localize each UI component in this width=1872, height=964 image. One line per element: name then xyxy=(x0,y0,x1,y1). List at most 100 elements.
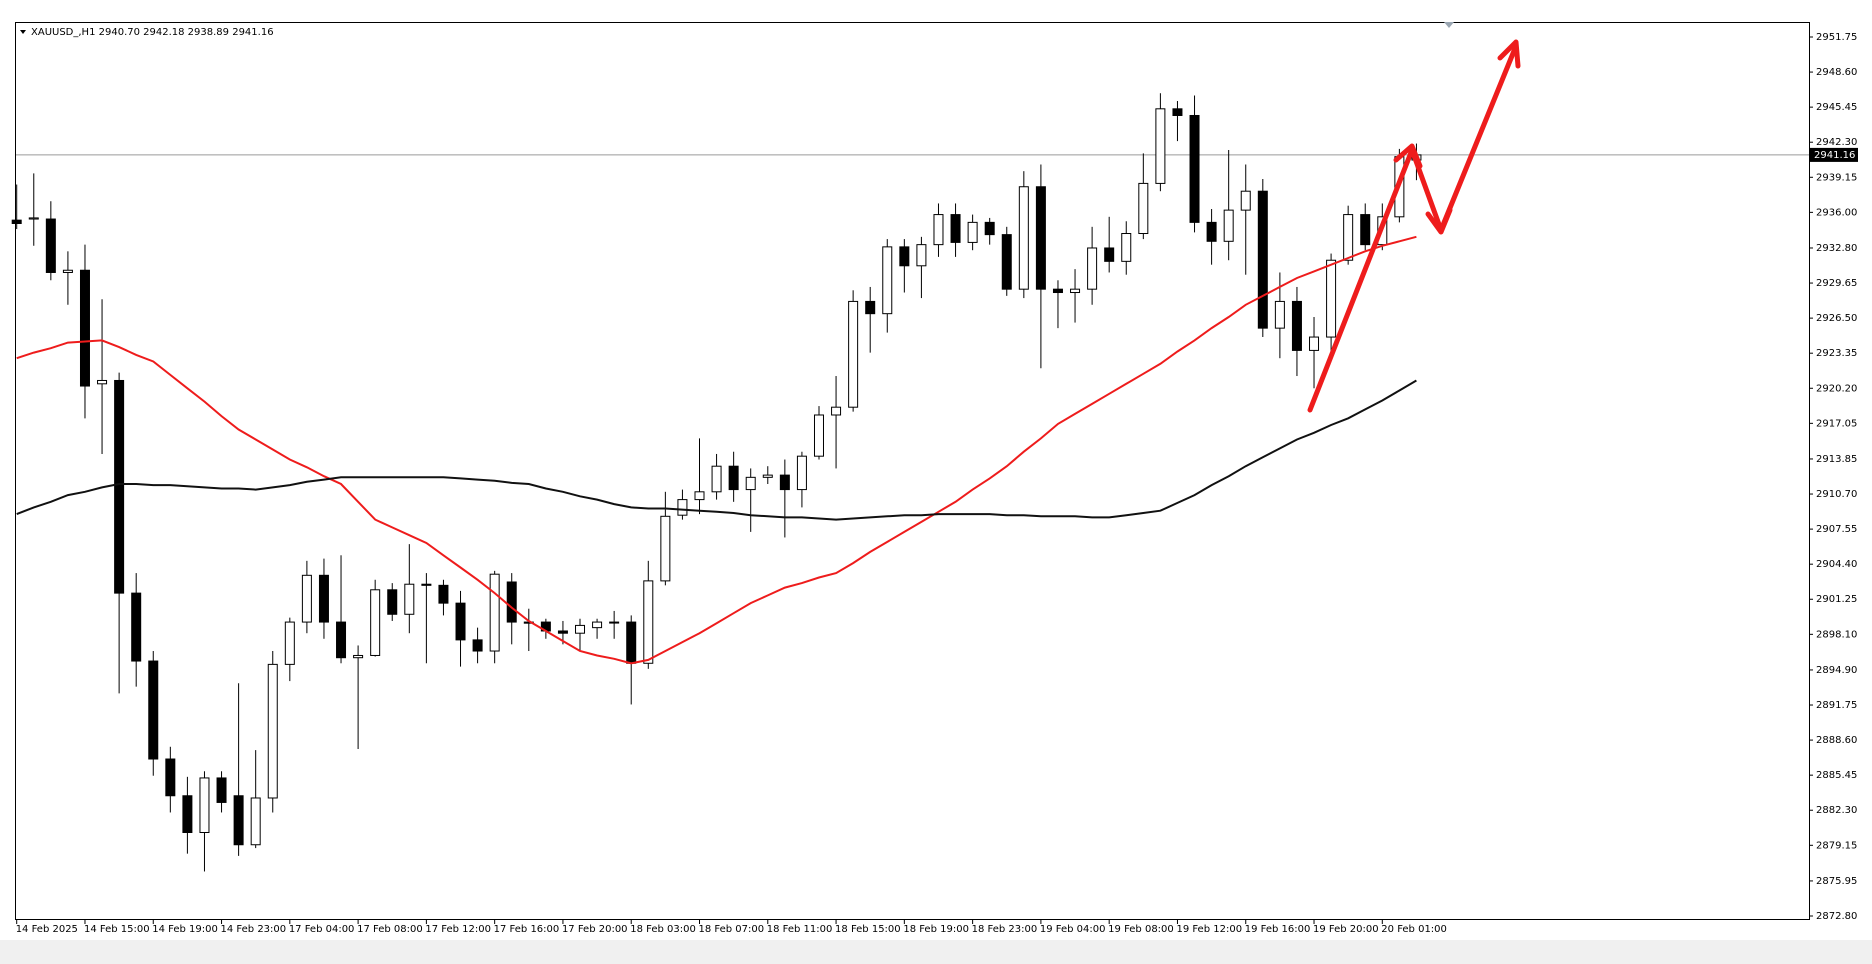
x-tick-label: 20 Feb 01:00 xyxy=(1381,924,1447,935)
y-tick-label: 2891.75 xyxy=(1816,700,1857,711)
x-tick-label: 18 Feb 03:00 xyxy=(630,924,696,935)
candle-body xyxy=(916,244,927,267)
candle-body xyxy=(1206,221,1217,242)
candle-body xyxy=(455,602,466,641)
y-tick-label: 2888.60 xyxy=(1816,735,1857,746)
candle-body xyxy=(984,221,995,236)
candle-body xyxy=(370,589,381,656)
y-tick-label: 2907.55 xyxy=(1816,524,1857,535)
candle-body xyxy=(865,300,876,315)
y-tick-label: 2898.10 xyxy=(1816,629,1857,640)
candle-body xyxy=(1223,209,1234,242)
candle-body xyxy=(643,580,654,664)
arrow-head xyxy=(1497,39,1521,69)
candle-body xyxy=(404,583,415,615)
candle-body xyxy=(1274,300,1285,329)
candle-body xyxy=(813,414,824,457)
candle-body xyxy=(148,660,159,760)
candle-body xyxy=(1326,259,1337,338)
candle-body xyxy=(199,777,210,833)
plot-frame xyxy=(15,22,1810,920)
candle-body xyxy=(626,621,637,664)
moving-average xyxy=(16,379,1417,521)
chart-title: XAUUSD_,H1 2940.70 2942.18 2938.89 2941.… xyxy=(31,27,274,38)
candle-body xyxy=(1138,182,1149,235)
x-tick-label: 19 Feb 16:00 xyxy=(1245,924,1311,935)
y-tick-label: 2917.05 xyxy=(1816,418,1857,429)
y-tick-label: 2926.50 xyxy=(1816,313,1857,324)
x-tick-label: 18 Feb 23:00 xyxy=(972,924,1038,935)
candle-body xyxy=(1172,108,1183,116)
y-tick-label: 2879.15 xyxy=(1816,840,1857,851)
candle-body xyxy=(79,269,90,387)
y-tick-label: 2948.60 xyxy=(1816,67,1857,78)
x-tick-label: 19 Feb 20:00 xyxy=(1313,924,1379,935)
menu-arrow[interactable] xyxy=(20,30,26,34)
candle-body xyxy=(131,592,142,662)
x-tick-label: 17 Feb 16:00 xyxy=(494,924,560,935)
x-tick-label: 17 Feb 12:00 xyxy=(425,924,491,935)
x-tick-label: 17 Feb 20:00 xyxy=(562,924,628,935)
arrow-up xyxy=(1307,147,1415,413)
arrow-head xyxy=(1425,207,1453,235)
y-tick-label: 2875.95 xyxy=(1816,876,1857,887)
y-tick-label: 2920.20 xyxy=(1816,383,1857,394)
plot-area: 2872.80 2875.95 2879.15 2882.30 2885.45 2888.… xyxy=(11,32,1858,935)
x-tick-label: 18 Feb 07:00 xyxy=(699,924,765,935)
candle-body xyxy=(1155,108,1166,184)
candle-body xyxy=(387,589,398,615)
y-tick-label: 2872.80 xyxy=(1816,911,1857,922)
y-tick-label: 2923.35 xyxy=(1816,348,1857,359)
candle-body xyxy=(728,465,739,491)
candle-body xyxy=(1001,234,1012,290)
candle-body xyxy=(933,214,944,246)
candle-body xyxy=(97,379,108,385)
candle-body xyxy=(182,795,193,833)
candle-body xyxy=(1087,247,1098,290)
candle-body xyxy=(1189,114,1200,223)
candle-body xyxy=(677,499,688,516)
y-tick-label: 2936.00 xyxy=(1816,207,1857,218)
candle-body xyxy=(45,218,56,273)
candle-body xyxy=(506,581,517,623)
candle-body xyxy=(1291,300,1302,351)
candle-body xyxy=(1309,336,1320,351)
candle-body xyxy=(711,465,722,493)
candle-body xyxy=(899,246,910,267)
y-tick-label: 2894.90 xyxy=(1816,665,1857,676)
candle-body xyxy=(1240,190,1251,211)
candle-body xyxy=(489,573,500,652)
y-tick-label: 2904.40 xyxy=(1816,559,1857,570)
candle-body xyxy=(796,455,807,491)
y-tick-label: 2939.15 xyxy=(1816,172,1857,183)
candle-body xyxy=(592,621,603,629)
candle-body xyxy=(336,621,347,659)
moving-average xyxy=(16,235,1417,665)
candle-body xyxy=(250,797,261,846)
candle-body xyxy=(1257,190,1268,329)
candle-body xyxy=(745,476,756,491)
candle-body xyxy=(1018,186,1029,290)
y-tick-label: 2901.25 xyxy=(1816,594,1857,605)
candle-body xyxy=(1121,233,1132,262)
y-tick-label: 2885.45 xyxy=(1816,770,1857,781)
x-tick-label: 19 Feb 08:00 xyxy=(1108,924,1174,935)
y-tick-label: 2929.65 xyxy=(1816,278,1857,289)
x-tick-label: 14 Feb 23:00 xyxy=(221,924,287,935)
candle-body xyxy=(831,406,842,416)
last-price-label: 2941.16 xyxy=(1814,150,1855,161)
x-tick-label: 19 Feb 04:00 xyxy=(1040,924,1106,935)
y-tick-label: 2945.45 xyxy=(1816,102,1857,113)
candle-body xyxy=(216,777,227,803)
candle-body xyxy=(472,639,483,652)
shift-marker xyxy=(1444,22,1454,28)
candle-body xyxy=(421,583,432,586)
x-tick-label: 14 Feb 2025 xyxy=(16,924,78,935)
y-tick-label: 2913.85 xyxy=(1816,454,1857,465)
candle-body xyxy=(318,574,329,623)
x-tick-label: 17 Feb 04:00 xyxy=(289,924,355,935)
candle-body xyxy=(694,491,705,501)
